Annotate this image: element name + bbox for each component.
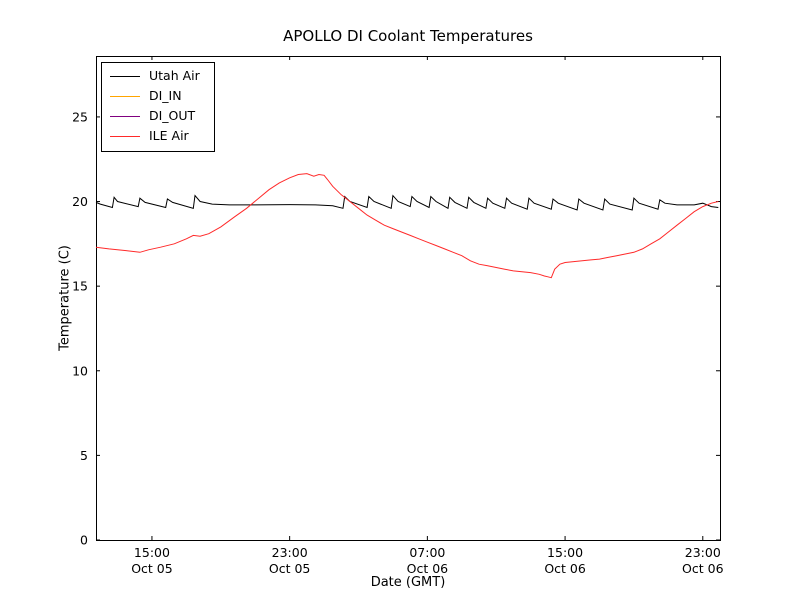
legend-line-sample-di-out xyxy=(110,116,140,117)
chart-title: APOLLO DI Coolant Temperatures xyxy=(283,27,533,45)
legend-item-di-out: DI_OUT xyxy=(110,108,200,125)
y-tick-label: 25 xyxy=(72,109,88,124)
legend-label-ile-air: ILE Air xyxy=(149,128,189,144)
x-tick-sublabel: Oct 06 xyxy=(407,561,449,576)
legend-line-sample-ile-air xyxy=(110,136,140,137)
x-tick-sublabel: Oct 05 xyxy=(269,561,311,576)
legend-label-utah-air: Utah Air xyxy=(149,68,200,84)
y-tick-label: 5 xyxy=(80,448,88,463)
series-line-ile-air xyxy=(95,173,719,279)
x-tick-sublabel: Oct 05 xyxy=(131,561,173,576)
x-tick-label: 07:00 xyxy=(409,545,445,560)
legend-item-ile-air: ILE Air xyxy=(110,128,200,145)
y-tick-label: 0 xyxy=(80,533,88,548)
plot-frame xyxy=(96,56,721,541)
x-tick-label: 15:00 xyxy=(547,545,583,560)
y-axis-label: Temperature (C) xyxy=(57,245,73,351)
legend-label-di-in: DI_IN xyxy=(149,88,182,104)
y-tick-label: 15 xyxy=(72,279,88,294)
x-axis-label: Date (GMT) xyxy=(370,575,446,590)
x-tick-label: 23:00 xyxy=(272,545,308,560)
x-tick-sublabel: Oct 06 xyxy=(682,561,724,576)
legend-item-utah-air: Utah Air xyxy=(110,68,200,85)
x-tick-label: 15:00 xyxy=(134,545,170,560)
x-tick-label: 23:00 xyxy=(685,545,721,560)
legend-item-di-in: DI_IN xyxy=(110,88,200,105)
series-line-utah-air xyxy=(95,194,719,211)
legend-line-sample-di-in xyxy=(110,96,140,97)
legend: Utah Air DI_IN DI_OUT ILE Air xyxy=(101,62,215,152)
x-tick-sublabel: Oct 06 xyxy=(544,561,586,576)
y-tick-label: 20 xyxy=(72,194,88,209)
legend-line-sample-utah-air xyxy=(110,76,140,77)
legend-label-di-out: DI_OUT xyxy=(149,108,196,124)
y-tick-label: 10 xyxy=(72,363,88,378)
